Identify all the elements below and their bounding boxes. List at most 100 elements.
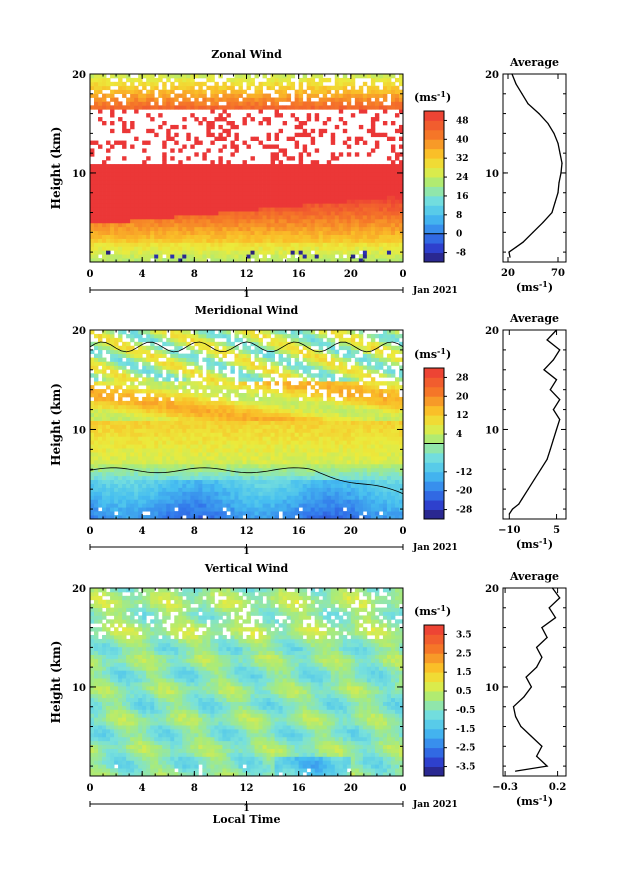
colorbar-segment <box>424 233 444 244</box>
heatmap-cell <box>230 218 235 224</box>
heatmap-cell <box>98 353 103 358</box>
heatmap-cell <box>222 479 227 484</box>
heatmap-cell <box>94 475 99 481</box>
heatmap-cell <box>194 238 199 243</box>
heatmap-cell <box>190 238 195 243</box>
heatmap-cell <box>94 495 99 500</box>
heatmap-cell <box>230 222 235 228</box>
heatmap-cell <box>398 215 403 220</box>
heatmap-cell <box>342 258 348 262</box>
heatmap-cell <box>374 101 380 106</box>
heatmap-cell <box>134 77 139 83</box>
heatmap-cell <box>202 452 207 457</box>
heatmap-cell <box>138 491 143 496</box>
heatmap-cell <box>110 242 115 247</box>
heatmap-cell <box>198 183 203 188</box>
heatmap-cell <box>110 93 115 98</box>
heatmap-cell <box>262 467 267 473</box>
heatmap-cell <box>174 361 179 366</box>
heatmap-cell <box>90 171 95 177</box>
heatmap-cell <box>150 191 155 196</box>
heatmap-cell <box>398 218 403 224</box>
heatmap-cell <box>286 207 292 212</box>
heatmap-cell <box>142 400 147 406</box>
heatmap-cell <box>306 85 312 91</box>
heatmap-cell <box>98 164 103 169</box>
heatmap-cell <box>126 187 131 192</box>
heatmap-cell <box>178 393 183 398</box>
heatmap-cell <box>102 487 107 492</box>
heatmap-cell <box>214 381 219 386</box>
heatmap-cell <box>110 479 115 484</box>
heatmap-cell <box>230 341 235 347</box>
heatmap-cell <box>170 175 175 181</box>
heatmap-cell <box>262 238 267 243</box>
heatmap-cell <box>118 234 123 239</box>
heatmap-cell <box>118 503 123 508</box>
heatmap-cell <box>310 171 316 177</box>
heatmap-cell <box>142 452 147 457</box>
heatmap-cell <box>202 187 207 192</box>
heatmap-cell <box>114 361 119 366</box>
heatmap-cell <box>194 89 199 94</box>
heatmap-cell <box>330 152 336 157</box>
heatmap-cell <box>170 74 175 79</box>
heatmap-cell <box>98 230 103 235</box>
heatmap-cell <box>198 369 203 374</box>
heatmap-cell <box>226 183 231 188</box>
heatmap-cell <box>106 330 111 335</box>
heatmap-cell <box>154 105 159 110</box>
heatmap-cell <box>214 499 219 504</box>
heatmap-cell <box>386 187 392 192</box>
heatmap-cell <box>130 195 135 200</box>
heatmap-cell <box>334 203 340 208</box>
heatmap-cell <box>234 389 239 394</box>
heatmap-cell <box>278 81 284 87</box>
heatmap-cell <box>122 179 127 185</box>
heatmap-cell <box>194 211 199 216</box>
heatmap-cell <box>198 337 203 343</box>
heatmap-cell <box>390 215 396 220</box>
heatmap-cell <box>226 479 231 484</box>
heatmap-cell <box>166 93 171 98</box>
heatmap-cell <box>258 109 263 114</box>
heatmap-cell <box>246 444 251 449</box>
heatmap-cell <box>338 117 344 122</box>
heatmap-cell <box>138 424 143 429</box>
heatmap-cell <box>202 333 207 339</box>
heatmap-cell <box>150 175 155 181</box>
heatmap-cell <box>198 230 203 235</box>
heatmap-cell <box>254 250 259 255</box>
heatmap-cell <box>162 203 167 208</box>
heatmap-cell <box>126 195 131 200</box>
heatmap-cell <box>174 420 179 425</box>
heatmap-cell <box>182 218 187 224</box>
heatmap-cell <box>330 140 336 145</box>
heatmap-cell <box>118 77 123 83</box>
heatmap-cell <box>214 467 219 473</box>
heatmap-cell <box>146 242 151 247</box>
heatmap-cell <box>226 424 231 429</box>
heatmap-cell <box>206 341 211 347</box>
heatmap-cell <box>190 258 195 262</box>
heatmap-cell <box>374 175 380 181</box>
heatmap-cell <box>190 199 195 204</box>
heatmap-cell <box>98 81 103 87</box>
heatmap-cell <box>398 258 403 262</box>
heatmap-cell <box>94 444 99 449</box>
heatmap-cell <box>162 412 167 418</box>
heatmap-cell <box>318 74 324 79</box>
heatmap-cell <box>294 183 300 188</box>
heatmap-cell <box>106 448 111 453</box>
heatmap-cell <box>238 179 243 185</box>
heatmap-cell <box>266 132 271 138</box>
heatmap-cell <box>390 81 396 87</box>
heatmap-cell <box>234 199 239 204</box>
heatmap-cell <box>102 218 107 224</box>
heatmap-cell <box>222 459 227 465</box>
heatmap-cell <box>202 499 207 504</box>
heatmap-cell <box>186 515 191 519</box>
heatmap-cell <box>106 436 111 441</box>
heatmap-cell <box>174 448 179 453</box>
heatmap-cell <box>130 144 135 149</box>
